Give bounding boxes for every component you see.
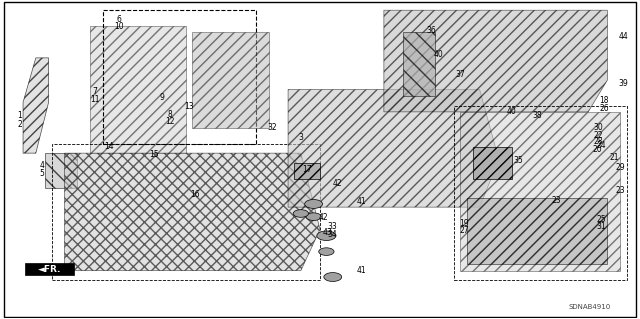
Text: 40: 40	[507, 108, 516, 116]
Polygon shape	[403, 33, 435, 96]
Polygon shape	[192, 33, 269, 128]
Text: 30: 30	[593, 123, 603, 132]
Polygon shape	[294, 163, 320, 179]
Text: 29: 29	[615, 163, 625, 172]
Text: 25: 25	[596, 215, 606, 224]
Text: 10: 10	[114, 22, 124, 31]
Text: 42: 42	[333, 179, 342, 188]
Text: 41: 41	[356, 197, 366, 206]
Text: 39: 39	[618, 79, 628, 88]
Text: 35: 35	[513, 156, 523, 165]
Text: 34: 34	[328, 230, 338, 239]
Circle shape	[293, 210, 308, 217]
Text: 28: 28	[593, 137, 602, 146]
Circle shape	[317, 231, 336, 241]
Text: 32: 32	[268, 123, 277, 132]
Text: 4: 4	[40, 161, 45, 170]
Polygon shape	[461, 112, 620, 271]
Text: 24: 24	[596, 141, 606, 150]
Text: 12: 12	[165, 117, 175, 126]
Circle shape	[319, 248, 334, 256]
Text: 40: 40	[433, 49, 443, 59]
Text: 14: 14	[104, 142, 114, 151]
Text: 13: 13	[184, 102, 194, 111]
Text: 23: 23	[552, 196, 561, 205]
Text: 27: 27	[460, 226, 469, 235]
Polygon shape	[467, 197, 607, 264]
FancyBboxPatch shape	[4, 2, 636, 317]
Text: 7: 7	[92, 87, 97, 96]
Text: 31: 31	[596, 222, 606, 231]
Polygon shape	[90, 26, 186, 153]
Text: 17: 17	[303, 165, 312, 174]
Text: 41: 41	[356, 266, 366, 275]
Text: 16: 16	[191, 190, 200, 199]
Polygon shape	[45, 153, 77, 188]
Text: 21: 21	[609, 153, 618, 162]
Text: 8: 8	[168, 110, 172, 119]
Polygon shape	[288, 90, 499, 207]
Text: 33: 33	[328, 222, 338, 231]
Text: SDNAB4910: SDNAB4910	[568, 304, 611, 310]
Text: 42: 42	[318, 213, 328, 222]
Text: 44: 44	[618, 32, 628, 41]
Text: 11: 11	[90, 95, 99, 104]
Text: 6: 6	[116, 15, 121, 24]
Text: 26: 26	[600, 104, 609, 113]
Circle shape	[306, 213, 321, 220]
Circle shape	[305, 199, 323, 208]
Text: 9: 9	[159, 93, 164, 102]
Text: 15: 15	[149, 150, 159, 159]
Polygon shape	[473, 147, 511, 179]
Text: 3: 3	[298, 133, 303, 142]
Text: 43: 43	[323, 228, 333, 237]
Text: 18: 18	[600, 96, 609, 105]
Text: 2: 2	[17, 120, 22, 129]
Polygon shape	[65, 153, 320, 271]
Polygon shape	[23, 58, 49, 153]
Text: 19: 19	[460, 219, 469, 227]
Text: 1: 1	[17, 111, 22, 120]
Text: 37: 37	[456, 70, 465, 79]
Text: 23: 23	[615, 186, 625, 195]
Polygon shape	[384, 10, 607, 112]
Text: 20: 20	[593, 145, 603, 154]
Polygon shape	[25, 263, 74, 275]
Text: 38: 38	[532, 111, 542, 120]
Text: 36: 36	[427, 26, 436, 35]
Text: 5: 5	[40, 169, 45, 178]
Circle shape	[324, 272, 342, 281]
Text: 22: 22	[593, 131, 602, 140]
Text: ◄FR.: ◄FR.	[38, 264, 61, 274]
